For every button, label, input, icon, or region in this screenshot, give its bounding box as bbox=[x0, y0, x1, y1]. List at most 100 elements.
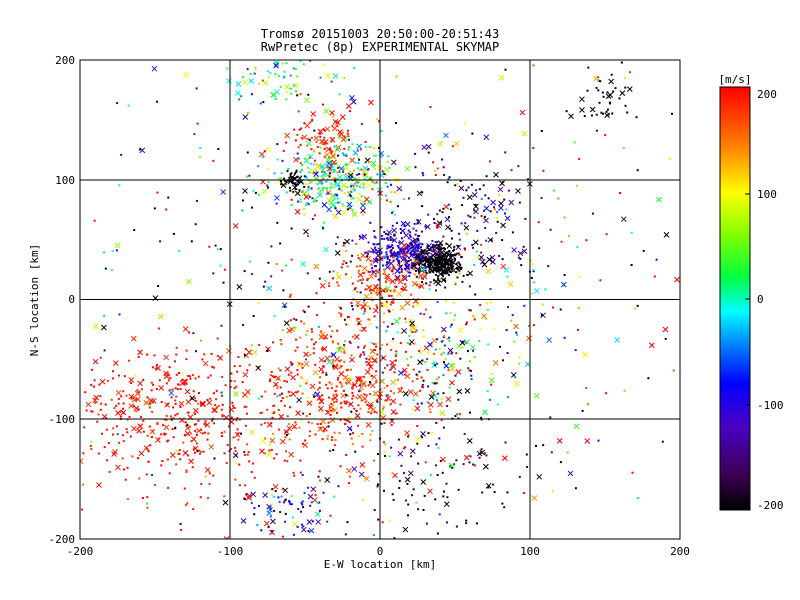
scatter-point-dot bbox=[295, 171, 298, 173]
scatter-point-dot bbox=[297, 508, 300, 510]
scatter-point-dot bbox=[348, 377, 351, 380]
scatter-point-dot bbox=[83, 426, 86, 429]
scatter-point-dot bbox=[511, 314, 514, 317]
scatter-point-dot bbox=[344, 533, 347, 536]
scatter-point-dot bbox=[449, 270, 452, 273]
scatter-point-dot bbox=[421, 385, 424, 388]
scatter-point-dot bbox=[260, 529, 263, 532]
scatter-point-dot bbox=[103, 349, 106, 352]
scatter-point-dot bbox=[456, 413, 458, 416]
scatter-point-dot bbox=[304, 157, 307, 160]
scatter-point-dot bbox=[461, 204, 464, 207]
scatter-point-x bbox=[394, 268, 401, 275]
scatter-point-dot bbox=[390, 301, 393, 304]
scatter-point-dot bbox=[289, 74, 292, 77]
scatter-point-dot bbox=[334, 193, 337, 196]
scatter-point-dot bbox=[415, 246, 418, 248]
scatter-point-dot bbox=[292, 190, 295, 193]
scatter-point-dot bbox=[175, 449, 178, 452]
scatter-point-dot bbox=[421, 191, 424, 194]
scatter-point-dot bbox=[412, 399, 415, 402]
scatter-point-dot bbox=[123, 468, 125, 471]
scatter-point-dot bbox=[361, 278, 364, 281]
scatter-point-dot bbox=[382, 264, 385, 267]
scatter-point-dot bbox=[301, 474, 304, 476]
scatter-point-dot bbox=[404, 373, 407, 376]
scatter-point-dot bbox=[376, 306, 379, 309]
scatter-point-x bbox=[407, 389, 414, 395]
scatter-point-dot bbox=[399, 228, 402, 230]
scatter-point-dot bbox=[466, 273, 469, 276]
scatter-point-x bbox=[179, 417, 185, 423]
scatter-point-dot bbox=[199, 496, 202, 499]
scatter-point-x bbox=[363, 293, 370, 300]
scatter-point-x bbox=[296, 397, 302, 403]
scatter-point-x bbox=[313, 263, 320, 270]
scatter-point-x bbox=[556, 437, 563, 444]
scatter-point-x bbox=[304, 97, 310, 104]
scatter-point-dot bbox=[345, 419, 348, 422]
scatter-point-dot bbox=[122, 440, 125, 443]
scatter-point-x bbox=[314, 391, 321, 398]
scatter-point-dot bbox=[257, 193, 260, 196]
scatter-point-x bbox=[353, 334, 360, 340]
scatter-point-dot bbox=[326, 437, 329, 440]
scatter-point-dot bbox=[428, 249, 431, 251]
scatter-point-dot bbox=[244, 348, 247, 351]
scatter-point-dot bbox=[391, 224, 394, 227]
scatter-point-dot bbox=[497, 403, 499, 406]
scatter-point-x bbox=[293, 82, 299, 89]
scatter-point-dot bbox=[212, 272, 215, 275]
scatter-point-dot bbox=[653, 275, 656, 278]
scatter-point-dot bbox=[296, 369, 299, 372]
scatter-point-dot bbox=[260, 423, 263, 426]
scatter-point-dot bbox=[234, 446, 237, 449]
scatter-point-dot bbox=[443, 247, 445, 250]
scatter-point-dot bbox=[362, 499, 365, 502]
scatter-point-dot bbox=[387, 262, 390, 264]
scatter-point-dot bbox=[504, 212, 506, 215]
scatter-point-dot bbox=[219, 264, 222, 267]
scatter-point-dot bbox=[493, 327, 496, 330]
scatter-point-x bbox=[409, 448, 416, 455]
scatter-point-dot bbox=[259, 102, 262, 105]
scatter-point-dot bbox=[329, 514, 332, 517]
scatter-point-dot bbox=[271, 416, 274, 419]
scatter-point-dot bbox=[388, 246, 391, 249]
scatter-point-dot bbox=[343, 77, 346, 79]
scatter-point-dot bbox=[385, 194, 387, 197]
scatter-point-dot bbox=[390, 249, 393, 251]
scatter-point-dot bbox=[156, 191, 159, 194]
scatter-point-x bbox=[443, 203, 450, 210]
scatter-point-x bbox=[412, 237, 419, 243]
scatter-point-dot bbox=[371, 299, 374, 302]
scatter-point-dot bbox=[395, 350, 398, 353]
scatter-point-dot bbox=[153, 354, 156, 357]
scatter-point-dot bbox=[400, 265, 403, 268]
scatter-point-dot bbox=[485, 175, 488, 178]
scatter-point-dot bbox=[321, 187, 324, 190]
scatter-point-dot bbox=[336, 125, 339, 128]
scatter-point-dot bbox=[362, 351, 365, 354]
scatter-point-dot bbox=[328, 282, 331, 285]
scatter-point-dot bbox=[271, 375, 274, 378]
scatter-point-dot bbox=[200, 483, 203, 486]
scatter-point-dot bbox=[602, 95, 605, 98]
scatter-point-dot bbox=[392, 256, 395, 259]
scatter-point-dot bbox=[319, 135, 322, 138]
scatter-point-dot bbox=[266, 184, 269, 187]
scatter-point-dot bbox=[406, 245, 409, 248]
scatter-point-dot bbox=[384, 232, 387, 235]
scatter-point-dot bbox=[347, 419, 349, 422]
scatter-point-dot bbox=[626, 111, 629, 114]
scatter-point-dot bbox=[421, 254, 424, 257]
scatter-point-dot bbox=[246, 453, 249, 456]
scatter-point-x bbox=[404, 165, 411, 172]
scatter-point-dot bbox=[431, 260, 434, 263]
scatter-point-x bbox=[498, 74, 505, 81]
scatter-point-dot bbox=[148, 425, 151, 428]
scatter-point-dot bbox=[454, 281, 457, 284]
scatter-point-dot bbox=[441, 471, 444, 474]
scatter-point-x bbox=[436, 264, 443, 271]
scatter-point-dot bbox=[345, 168, 348, 170]
